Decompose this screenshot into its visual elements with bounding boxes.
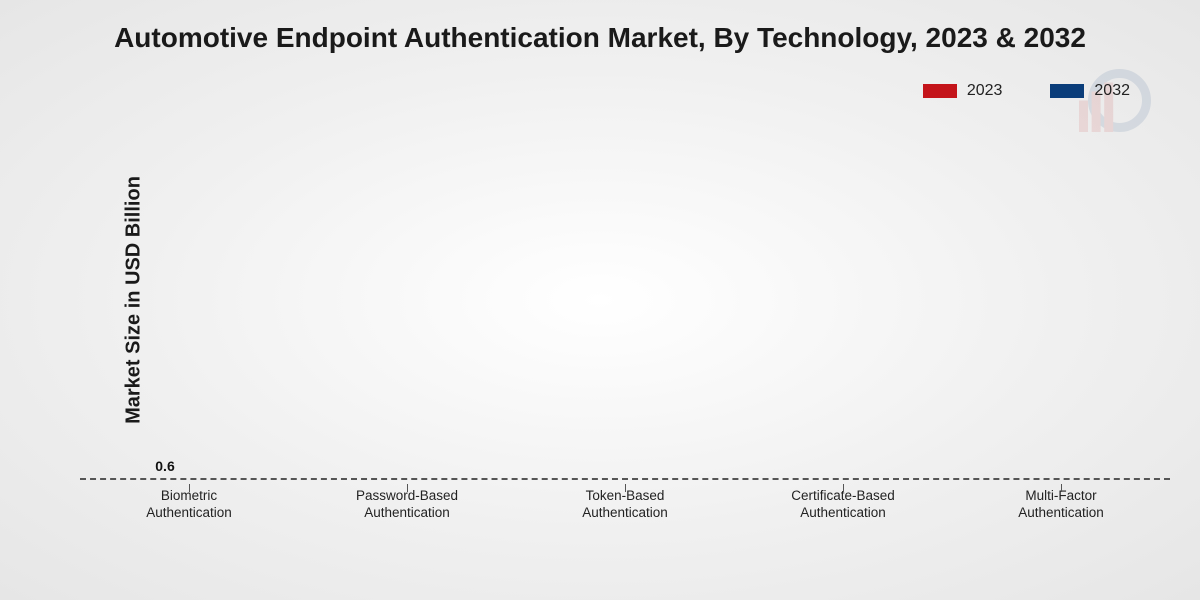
x-axis-category-label: BiometricAuthentication (119, 484, 259, 524)
x-axis-tick (407, 484, 408, 492)
x-labels-container: BiometricAuthentication Password-BasedAut… (80, 484, 1170, 524)
x-axis-category-label: Token-BasedAuthentication (555, 484, 695, 524)
bars-container: 0.6 (80, 140, 1170, 480)
x-axis-tick (843, 484, 844, 492)
bar-value-label: 0.6 (141, 458, 189, 474)
chart-title: Automotive Endpoint Authentication Marke… (0, 22, 1200, 54)
legend-label-2023: 2023 (967, 82, 1003, 100)
legend-swatch-2032 (1050, 84, 1084, 98)
legend-label-2032: 2032 (1094, 82, 1130, 100)
legend: 2023 2032 (923, 82, 1130, 100)
x-axis-category-label: Password-BasedAuthentication (337, 484, 477, 524)
chart-plot-area: 0.6 BiometricAuthenticationPassword-Base… (80, 140, 1170, 520)
x-axis-baseline (80, 478, 1170, 480)
x-axis-tick (625, 484, 626, 492)
x-axis-category-label: Certificate-BasedAuthentication (773, 484, 913, 524)
x-axis-tick (189, 484, 190, 492)
legend-swatch-2023 (923, 84, 957, 98)
x-axis-category-label: Multi-FactorAuthentication (991, 484, 1131, 524)
legend-item-2023: 2023 (923, 82, 1003, 100)
watermark-logo (1070, 60, 1160, 150)
legend-item-2032: 2032 (1050, 82, 1130, 100)
x-axis-tick (1061, 484, 1062, 492)
